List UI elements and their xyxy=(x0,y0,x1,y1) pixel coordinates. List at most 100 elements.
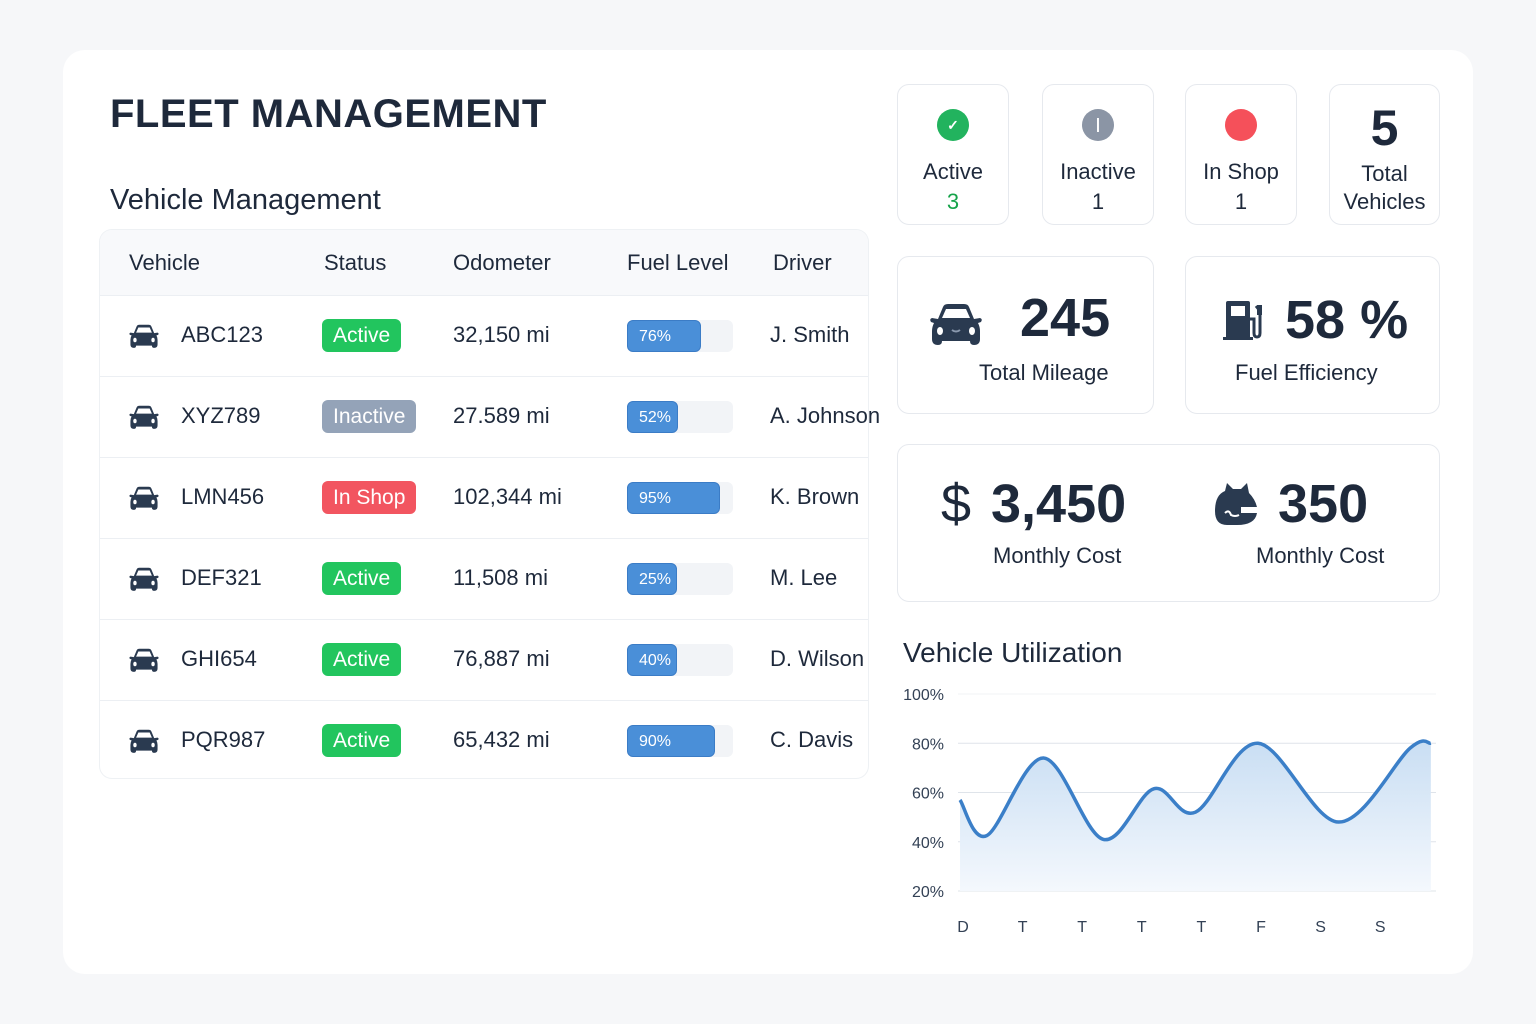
status-badge: Active xyxy=(322,562,402,595)
y-tick-label: 20% xyxy=(912,884,944,901)
status-badge: Active xyxy=(322,319,402,352)
red-dot-icon xyxy=(1225,109,1257,141)
car-icon xyxy=(129,567,159,591)
monthly-cost-card[interactable]: $ 3,450 Monthly Cost 350 Monthly Cost xyxy=(897,444,1440,602)
vehicle-table: Vehicle Status Odometer Fuel Level Drive… xyxy=(100,230,880,781)
fuel-level-fill: 90% xyxy=(627,725,716,757)
fuel-level-bar: 52% xyxy=(627,401,733,433)
car-icon xyxy=(930,304,982,345)
pause-circle-icon: | xyxy=(1082,109,1114,141)
fuel-efficiency-card[interactable]: 58 % Fuel Efficiency xyxy=(1185,256,1440,414)
total-mileage-card[interactable]: 245 Total Mileage xyxy=(897,256,1154,414)
total-vehicles-card[interactable]: 5 Total Vehicles xyxy=(1329,84,1440,225)
status-badge: Active xyxy=(322,643,402,676)
table-row[interactable]: DEF321 Active 11,508 mi 25% M. Lee xyxy=(100,538,868,619)
active-count-card[interactable]: ✓ Active 3 xyxy=(897,84,1009,225)
status-badge: Inactive xyxy=(322,400,417,433)
y-tick-label: 80% xyxy=(912,736,944,753)
vehicle-id[interactable]: DEF321 xyxy=(181,565,262,590)
driver-name: D. Wilson xyxy=(770,646,865,671)
status-badge: In Shop xyxy=(322,481,417,514)
fuel-level-bar: 95% xyxy=(627,482,733,514)
odometer-value: 32,150 mi xyxy=(453,322,550,347)
vehicles-label: Vehicles xyxy=(1343,189,1426,214)
fuel-level-fill: 52% xyxy=(627,401,678,433)
fuel-level-fill: 40% xyxy=(627,644,677,676)
car-icon xyxy=(129,324,159,348)
secondary-cost-value: 350 xyxy=(1278,474,1369,534)
table-row[interactable]: LMN456 In Shop 102,344 mi 95% K. Brown xyxy=(100,457,868,538)
car-icon xyxy=(129,486,159,510)
monthly-cost-value: 3,450 xyxy=(991,474,1127,534)
column-header-vehicle[interactable]: Vehicle xyxy=(129,250,200,275)
table-row[interactable]: XYZ789 Inactive 27.589 mi 52% A. Johnson xyxy=(100,376,880,457)
odometer-value: 65,432 mi xyxy=(453,727,550,752)
odometer-value: 102,344 mi xyxy=(453,484,562,509)
in-shop-label: In Shop xyxy=(1203,159,1279,184)
monthly-cost-label: Monthly Cost xyxy=(993,543,1122,568)
vehicle-id[interactable]: GHI654 xyxy=(181,646,257,671)
y-tick-label: 100% xyxy=(903,687,944,704)
x-tick-label: T xyxy=(1018,919,1028,936)
car-icon xyxy=(129,729,159,753)
status-badge: Active xyxy=(322,724,402,757)
fuel-pump-icon xyxy=(1223,301,1262,340)
car-icon xyxy=(129,648,159,672)
total-mileage-value: 245 xyxy=(1020,288,1111,348)
x-tick-label: T xyxy=(1197,919,1207,936)
vehicle-id[interactable]: LMN456 xyxy=(181,484,265,509)
section-title: Vehicle Management xyxy=(110,184,381,216)
dollar-icon: $ xyxy=(941,474,972,534)
vehicle-id[interactable]: ABC123 xyxy=(181,322,263,347)
x-tick-label: D xyxy=(957,919,969,936)
inactive-count: 1 xyxy=(1091,189,1105,214)
driver-name: C. Davis xyxy=(770,727,854,752)
fuel-level-bar: 90% xyxy=(627,725,733,757)
active-label: Active xyxy=(923,159,983,184)
driver-name: M. Lee xyxy=(770,565,838,590)
table-header: Vehicle Status Odometer Fuel Level Drive… xyxy=(100,230,868,295)
fuel-efficiency-value: 58 % xyxy=(1285,290,1409,350)
chart-title: Vehicle Utilization xyxy=(903,637,1123,668)
odometer-value: 27.589 mi xyxy=(453,403,550,428)
secondary-cost-label: Monthly Cost xyxy=(1256,543,1385,568)
driver-name: K. Brown xyxy=(770,484,860,509)
page-title: FLEET MANAGEMENT xyxy=(110,92,547,136)
odometer-value: 76,887 mi xyxy=(453,646,550,671)
column-header-fuel-level[interactable]: Fuel Level xyxy=(627,250,729,275)
odometer-value: 11,508 mi xyxy=(453,565,548,590)
x-tick-label: T xyxy=(1077,919,1087,936)
x-tick-label: F xyxy=(1256,919,1266,936)
total-label: Total xyxy=(1361,161,1408,186)
table-row[interactable]: PQR987 Active 65,432 mi 90% C. Davis xyxy=(100,700,868,781)
active-count: 3 xyxy=(946,189,960,214)
driver-name: J. Smith xyxy=(770,322,850,347)
x-tick-label: S xyxy=(1375,919,1386,936)
in-shop-count: 1 xyxy=(1234,189,1248,214)
fuel-level-bar: 25% xyxy=(627,563,733,595)
column-header-driver[interactable]: Driver xyxy=(773,250,832,275)
total-vehicles-count: 5 xyxy=(1370,100,1399,156)
fuel-level-bar: 40% xyxy=(627,644,733,676)
fuel-level-fill: 76% xyxy=(627,320,702,352)
table-row[interactable]: ABC123 Active 32,150 mi 76% J. Smith xyxy=(100,295,868,376)
in-shop-count-card[interactable]: In Shop 1 xyxy=(1185,84,1297,225)
fuel-level-fill: 95% xyxy=(627,482,721,514)
x-tick-label: S xyxy=(1315,919,1326,936)
column-header-odometer[interactable]: Odometer xyxy=(453,250,551,275)
car-icon xyxy=(129,405,159,429)
inactive-count-card[interactable]: | Inactive 1 xyxy=(1042,84,1154,225)
utilization-area xyxy=(960,740,1431,891)
vehicle-id[interactable]: PQR987 xyxy=(181,727,266,752)
x-tick-label: T xyxy=(1137,919,1147,936)
inactive-label: Inactive xyxy=(1060,159,1136,184)
fuel-level-fill: 25% xyxy=(627,563,677,595)
fuel-level-bar: 76% xyxy=(627,320,733,352)
y-tick-label: 60% xyxy=(912,786,944,803)
column-header-status[interactable]: Status xyxy=(324,250,387,275)
vehicle-id[interactable]: XYZ789 xyxy=(181,403,261,428)
utilization-line xyxy=(958,739,1432,842)
total-mileage-label: Total Mileage xyxy=(979,360,1109,385)
table-row[interactable]: GHI654 Active 76,887 mi 40% D. Wilson xyxy=(100,619,868,700)
